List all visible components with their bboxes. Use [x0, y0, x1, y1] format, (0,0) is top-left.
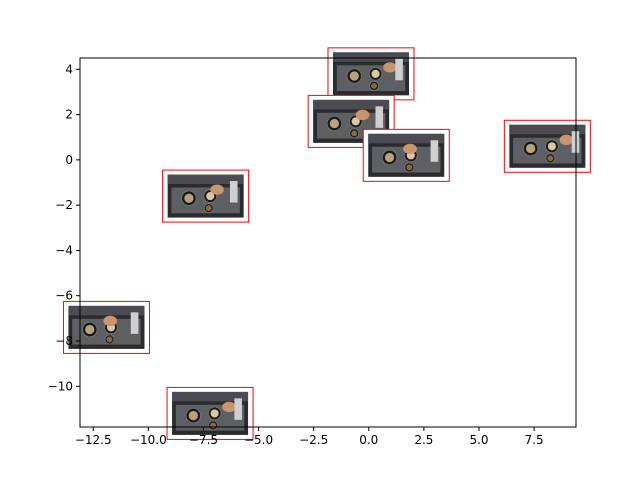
kitchen-photo-icon	[313, 99, 390, 143]
kitchen-photo-icon	[332, 52, 409, 96]
y-tick-label: 0	[65, 153, 73, 167]
x-tick-label: −5.0	[244, 433, 273, 447]
x-tick-label: −12.5	[75, 433, 112, 447]
y-tick-label: 4	[65, 62, 73, 76]
data-point-thumbnail	[166, 386, 254, 440]
kitchen-photo-icon	[167, 174, 244, 218]
y-tick-label: −8	[55, 334, 73, 348]
y-tick-label: −10	[48, 379, 73, 393]
x-tick-label: 0.0	[359, 433, 378, 447]
kitchen-photo-icon	[509, 124, 586, 168]
x-tick-label: 2.5	[414, 433, 433, 447]
y-tick-label: −2	[55, 198, 73, 212]
data-point-thumbnail	[362, 128, 450, 182]
y-tick-label: −6	[55, 289, 73, 303]
y-axis: 4 2 0 −2 −4 −6 −8 −10	[48, 62, 80, 393]
data-point-thumbnail	[503, 119, 591, 173]
kitchen-photo-icon	[368, 133, 445, 177]
x-axis: −12.5 −10.0 −7.5 −5.0 −2.5 0.0 2.5 5.0 7.5	[75, 427, 544, 447]
data-point-thumbnail	[327, 47, 415, 101]
axes-frame	[79, 57, 577, 428]
x-tick-label: 5.0	[469, 433, 488, 447]
data-point-thumbnail	[162, 169, 250, 223]
y-tick-label: −4	[55, 243, 73, 257]
x-tick-label: 7.5	[525, 433, 544, 447]
y-tick-label: 2	[65, 108, 73, 122]
x-tick-label: −10.0	[130, 433, 167, 447]
thumbnail-layer	[62, 47, 591, 440]
kitchen-photo-icon	[172, 391, 249, 435]
kitchen-photo-icon	[68, 305, 145, 349]
data-point-thumbnail	[62, 300, 150, 354]
x-tick-label: −2.5	[299, 433, 328, 447]
x-tick-label: −7.5	[189, 433, 218, 447]
